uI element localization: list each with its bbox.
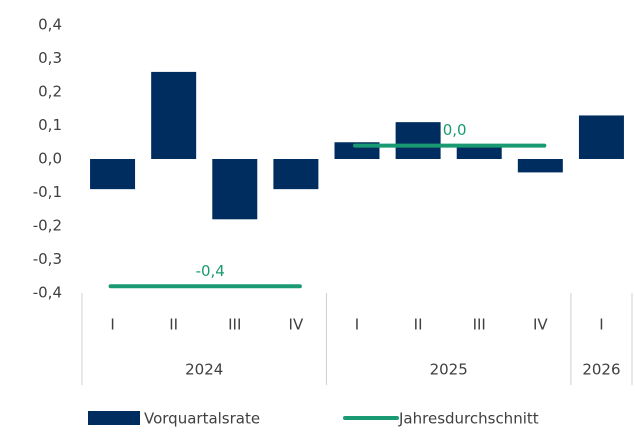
bar: [456, 145, 502, 159]
y-tick-label: 0,2: [38, 83, 62, 101]
y-tick-label: -0,3: [33, 250, 62, 268]
y-tick-label: -0,1: [33, 183, 62, 201]
x-tick-label: I: [355, 316, 359, 334]
y-tick-label: 0,3: [38, 49, 62, 67]
x-tick-label: II: [414, 316, 423, 334]
bar: [212, 159, 258, 220]
x-tick-label: II: [169, 316, 178, 334]
x-tick-label: III: [228, 316, 241, 334]
group-label: 2026: [582, 361, 620, 379]
bar: [517, 159, 563, 173]
x-tick-label: III: [473, 316, 486, 334]
bar: [273, 159, 319, 190]
y-tick-label: 0,0: [38, 150, 62, 168]
bar: [578, 115, 624, 159]
x-tick-label: I: [599, 316, 603, 334]
y-tick-label: -0,4: [33, 284, 62, 302]
legend-label: Vorquartalsrate: [144, 410, 260, 428]
x-tick-label: IV: [533, 316, 548, 334]
group-label: 2025: [430, 361, 468, 379]
y-tick-label: -0,2: [33, 217, 62, 235]
y-tick-label: 0,4: [38, 16, 62, 34]
bar: [90, 159, 136, 190]
y-tick-label: 0,1: [38, 116, 62, 134]
legend-label: Jahresdurchschnitt: [398, 410, 539, 428]
x-tick-label: I: [110, 316, 114, 334]
group-label: 2024: [185, 361, 223, 379]
data-label: 0,0: [443, 121, 467, 139]
data-label: -0,4: [196, 262, 225, 280]
bar: [151, 71, 197, 159]
bar: [395, 122, 441, 159]
legend-swatch: [88, 411, 140, 425]
x-tick-label: IV: [289, 316, 304, 334]
